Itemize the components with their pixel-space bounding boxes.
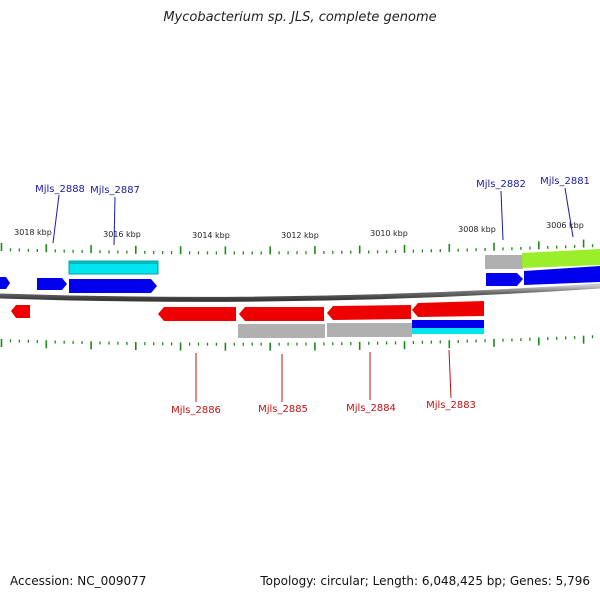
gray-feature-2884 (327, 323, 412, 337)
scale-label-3008: 3008 kbp (458, 225, 496, 234)
scale-label-3012: 3012 kbp (281, 231, 319, 240)
gene-label-2885: Mjls_2885 (258, 404, 308, 415)
gray-feature-2885 (238, 324, 325, 338)
accession-label: Accession: NC_009077 (10, 574, 147, 588)
blue-feature-2883 (412, 320, 484, 328)
scale-label-3016: 3016 kbp (103, 230, 141, 239)
leader-line-2881 (564, 187, 574, 238)
map-title: Mycobacterium sp. JLS, complete genome (163, 10, 437, 25)
genome-stats-label: Topology: circular; Length: 6,048,425 bp… (260, 574, 590, 588)
reverse-gene-arrow-2885 (239, 307, 324, 321)
forward-gene-arrow-2882 (486, 273, 523, 286)
gene-label-2883: Mjls_2883 (426, 400, 476, 411)
forward-gene-arrow-left-edge (0, 277, 10, 289)
gene-label-2882: Mjls_2882 (476, 179, 526, 190)
leader-line-2887 (113, 196, 116, 246)
gene-label-2887: Mjls_2887 (90, 185, 140, 196)
leader-line-2882 (500, 190, 504, 241)
reverse-gene-arrow-left-edge (11, 305, 30, 318)
reverse-gene-arrow-2884 (327, 305, 411, 320)
gene-label-2886: Mjls_2886 (171, 405, 221, 416)
scale-label-3010: 3010 kbp (370, 229, 408, 238)
scale-label-3018: 3018 kbp (14, 228, 52, 237)
cyan-feature-2883 (412, 328, 484, 334)
reverse-gene-arrow-2886 (158, 307, 236, 321)
gene-label-2888: Mjls_2888 (35, 184, 85, 195)
forward-gene-arrow-2888 (37, 278, 67, 290)
gene-label-2881: Mjls_2881 (540, 176, 590, 187)
leader-line-2888 (52, 194, 60, 244)
gene-label-2884: Mjls_2884 (346, 403, 396, 414)
genome-backbone (0, 283, 600, 302)
forward-gene-arrow-2887 (69, 279, 157, 293)
leader-line-2883 (448, 349, 452, 399)
forward-gene-arrow-2881 (524, 266, 600, 285)
scale-label-3014: 3014 kbp (192, 231, 230, 240)
gray-feature-2882 (485, 255, 523, 269)
scale-ticks (0, 239, 594, 351)
scale-label-3006: 3006 kbp (546, 221, 584, 230)
cyan-feature-top-band (69, 261, 158, 264)
green-feature-2881 (522, 249, 600, 268)
reverse-gene-arrow-2883 (412, 301, 484, 317)
